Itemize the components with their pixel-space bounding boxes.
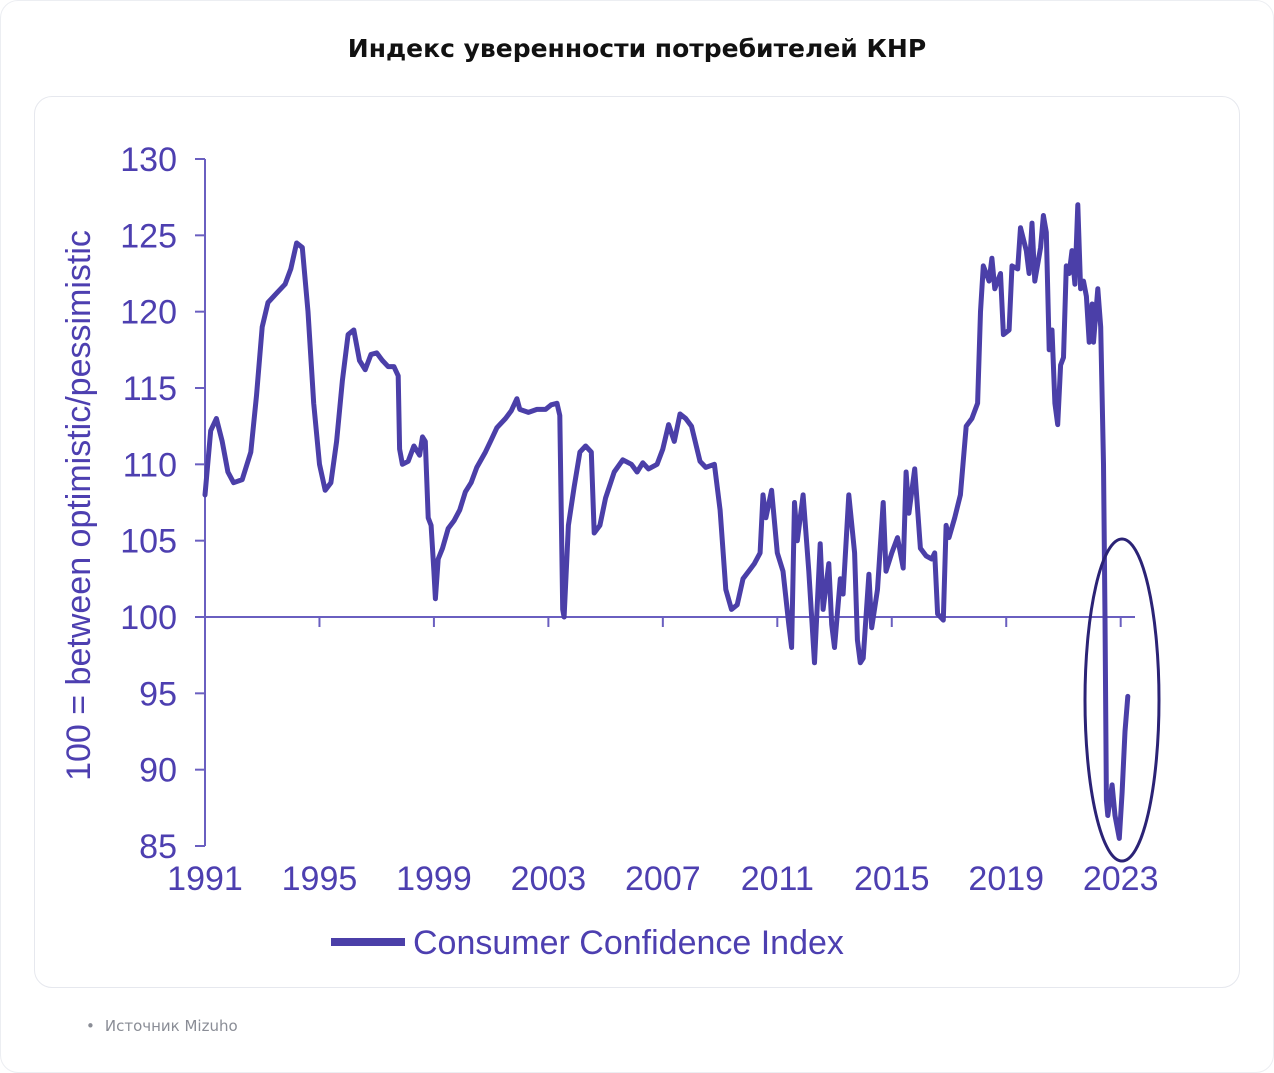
x-tick-label: 2023: [1083, 860, 1159, 898]
x-tick-label: 1995: [282, 860, 358, 898]
x-tick-label: 2015: [854, 860, 930, 898]
y-tick-label: 110: [123, 446, 177, 484]
y-tick-label: 125: [120, 217, 177, 255]
x-tick-label: 1999: [396, 860, 472, 898]
x-tick-label: 2007: [625, 860, 701, 898]
y-tick-label: 130: [120, 141, 177, 179]
chart-card: 85 90 95 100 105 110 115 120 125 130 1991 1995 1999 2…: [34, 96, 1240, 988]
x-tick-label: 2019: [968, 860, 1044, 898]
legend-label: Consumer Confidence Index: [413, 924, 844, 962]
y-tick-label: 105: [120, 523, 177, 561]
y-tick-label: 85: [139, 828, 177, 866]
highlight-ellipse: [1083, 537, 1161, 863]
y-tick-label: 120: [120, 294, 177, 332]
source-note: • Источник Mizuho: [86, 1017, 238, 1035]
series-line-consumer-confidence: [202, 202, 1131, 841]
y-tick-label: 95: [139, 675, 177, 713]
y-tick-label: 100: [120, 599, 177, 637]
x-tick-label: 2003: [511, 860, 587, 898]
source-label: Источник Mizuho: [104, 1017, 238, 1035]
x-tick-label: 2011: [741, 860, 814, 898]
bullet-icon: •: [86, 1017, 95, 1035]
page-title: Индекс уверенности потребителей КНР: [347, 34, 927, 63]
y-tick-label: 115: [123, 370, 177, 408]
consumer-confidence-chart: 85 90 95 100 105 110 115 120 125 130 1991 1995 1999 2…: [60, 141, 1161, 962]
x-tick-label: 1991: [167, 860, 243, 898]
y-tick-label: 90: [139, 752, 177, 790]
y-axis-title: 100 = between optimistic/pessimistic: [60, 230, 98, 781]
